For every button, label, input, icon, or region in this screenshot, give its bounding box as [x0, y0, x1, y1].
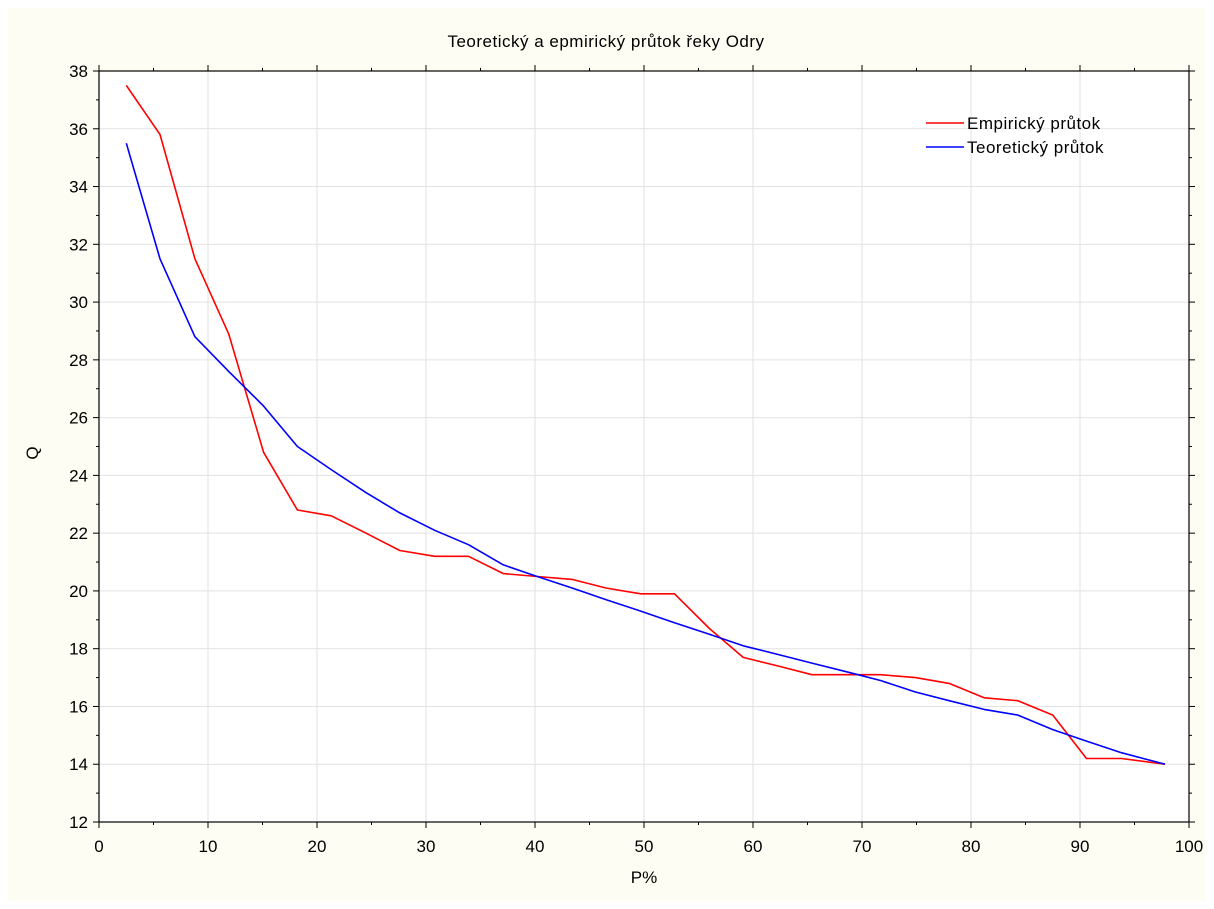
x-tick-labels: 0 10 20 30 40 50 60 70 80 90 100: [94, 837, 1203, 856]
x-axis-title: P%: [631, 868, 657, 887]
y-tick-label: 12: [69, 813, 88, 832]
x-tick-label: 10: [199, 837, 218, 856]
legend-label-2: Teoretický průtok: [967, 138, 1104, 157]
x-tick-label: 100: [1175, 837, 1203, 856]
axis-ticks: [93, 65, 1195, 828]
y-tick-label: 16: [69, 697, 88, 716]
y-tick-label: 24: [69, 466, 88, 485]
y-tick-label: 30: [69, 293, 88, 312]
y-tick-label: 18: [69, 640, 88, 659]
y-tick-label: 36: [69, 120, 88, 139]
x-tick-label: 50: [635, 837, 654, 856]
y-tick-label: 22: [69, 524, 88, 543]
gridlines: [99, 71, 1189, 822]
y-axis-title: Q: [23, 446, 42, 459]
x-tick-label: 20: [308, 837, 327, 856]
chart-title: Teoretický a epmirický průtok řeky Odry: [447, 32, 764, 51]
y-tick-label: 32: [69, 235, 88, 254]
y-tick-label: 26: [69, 409, 88, 428]
y-tick-label: 28: [69, 351, 88, 370]
x-tick-label: 80: [962, 837, 981, 856]
x-tick-label: 0: [94, 837, 103, 856]
x-tick-label: 30: [417, 837, 436, 856]
line-chart: Teoretický a epmirický průtok řeky Odry …: [23, 32, 1203, 887]
y-tick-label: 34: [69, 178, 88, 197]
legend: Empirický průtok Teoretický průtok: [926, 114, 1104, 157]
x-tick-label: 70: [853, 837, 872, 856]
chart-background: Teoretický a epmirický průtok řeky Odry …: [8, 8, 1206, 901]
x-tick-label: 60: [744, 837, 763, 856]
y-tick-label: 20: [69, 582, 88, 601]
y-tick-label: 38: [69, 62, 88, 81]
y-tick-label: 14: [69, 755, 88, 774]
legend-label-1: Empirický průtok: [967, 114, 1101, 133]
y-tick-labels: 12 14 16 18 20 22 24 26 28 30 32 34 36 38: [69, 62, 88, 832]
series-lines: [125, 84, 1166, 765]
x-tick-label: 90: [1071, 837, 1090, 856]
x-tick-label: 40: [526, 837, 545, 856]
series-line-1: [125, 84, 1166, 765]
series-line-2: [125, 142, 1166, 765]
